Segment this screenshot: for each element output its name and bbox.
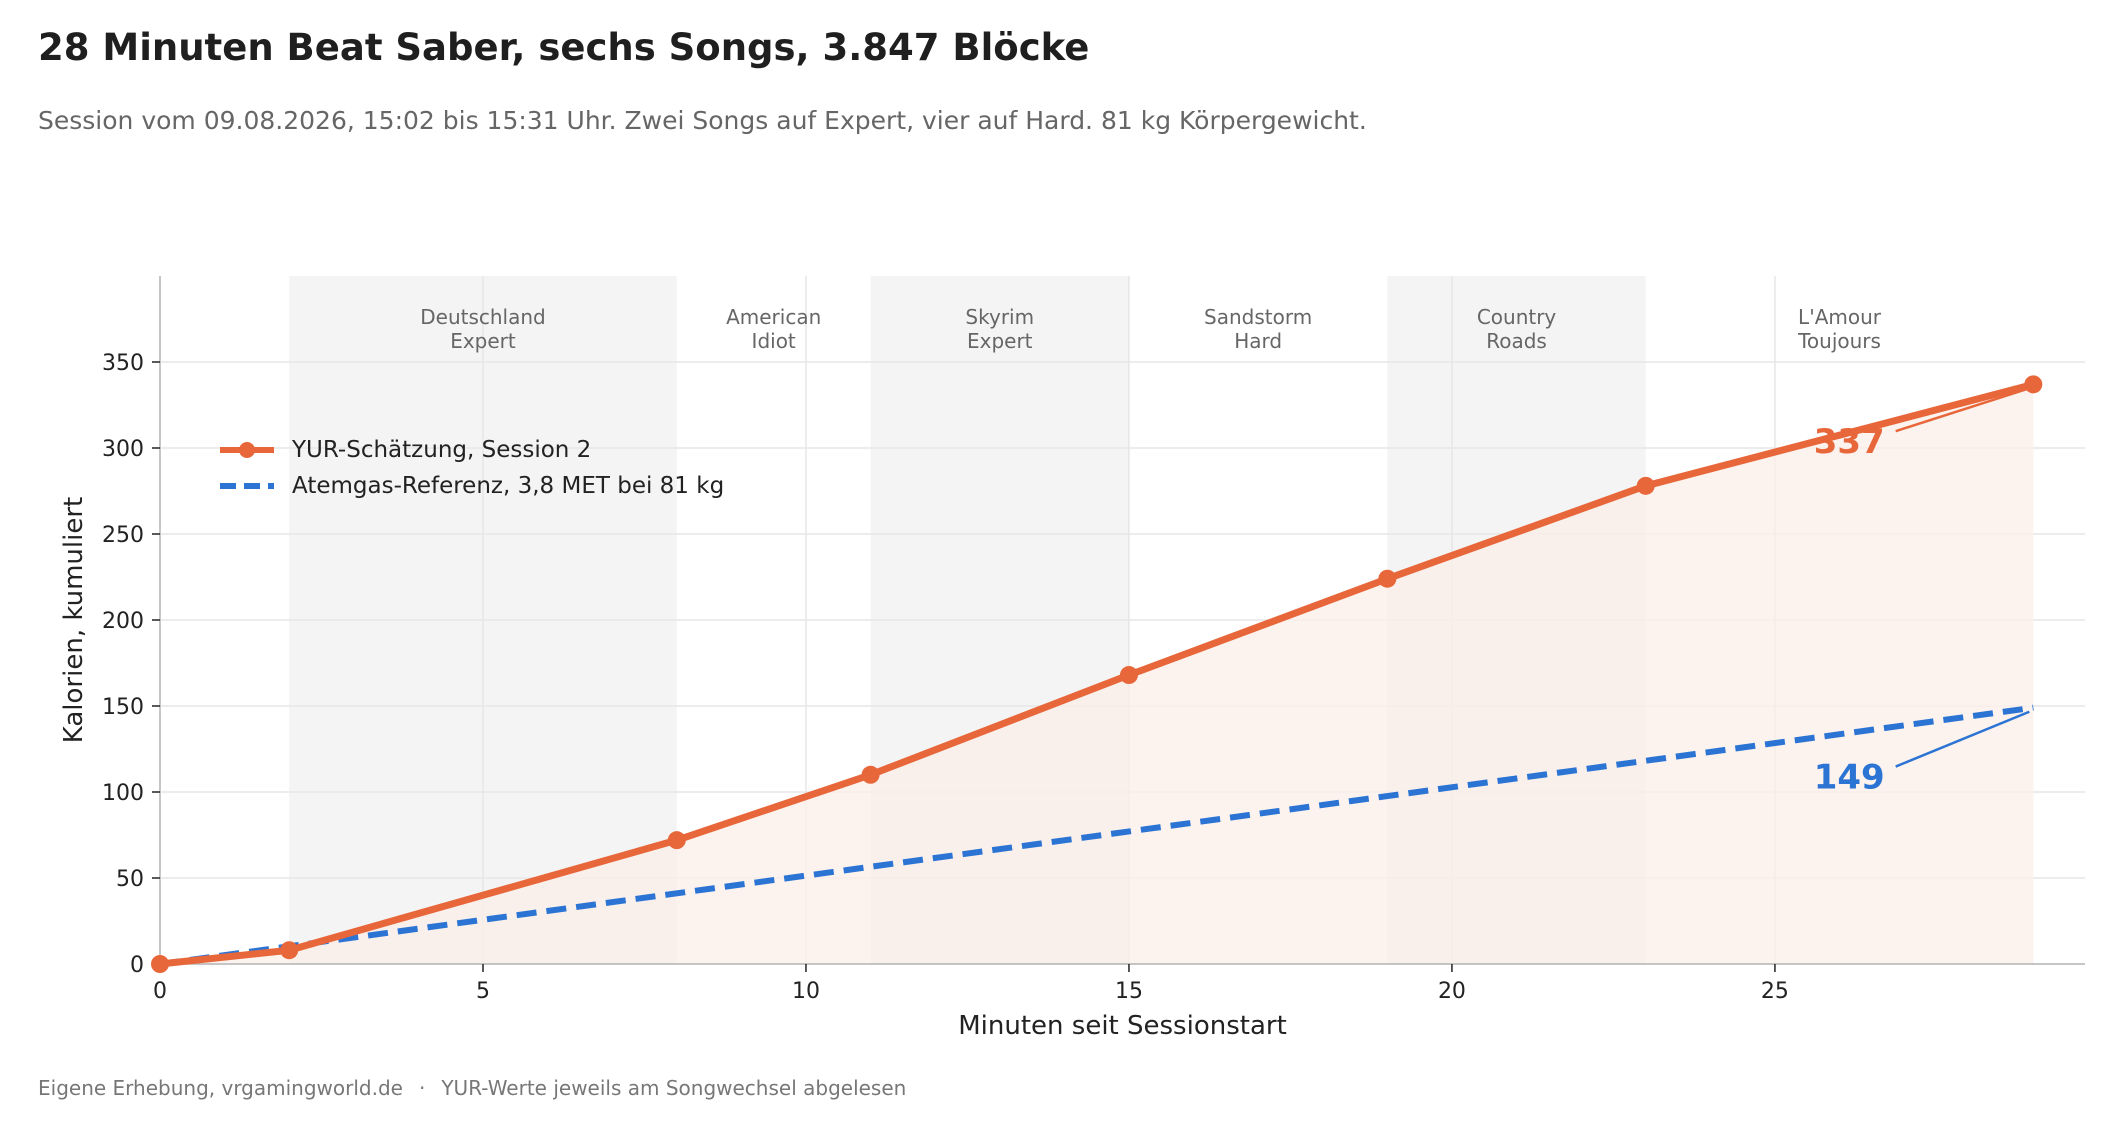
x-axis-label: Minuten seit Sessionstart	[958, 1011, 1287, 1041]
reference-series-line	[159, 704, 2034, 967]
y-tick-label-50: 50	[116, 867, 144, 892]
series-lines	[151, 375, 2043, 973]
footer-note: YUR-Werte jeweils am Songwechsel abgeles…	[441, 1076, 907, 1100]
legend-item-reference: Atemgas-Referenz, 3,8 MET bei 81 kg	[218, 468, 724, 504]
song-label-line2-2: Expert	[967, 329, 1033, 353]
yur-point-0	[151, 955, 169, 973]
song-label-line2-4: Roads	[1486, 329, 1547, 353]
yur-area	[160, 384, 2034, 964]
x-tick-label-0: 0	[153, 979, 167, 1004]
area-fill	[160, 384, 2034, 964]
song-label-line2-3: Hard	[1234, 329, 1282, 353]
song-label-line1-5: L'Amour	[1798, 305, 1882, 329]
x-tick-label-25: 25	[1761, 979, 1789, 1004]
annotation-label-1: 149	[1814, 758, 1885, 798]
legend: YUR-Schätzung, Session 2 Atemgas-Referen…	[218, 432, 724, 504]
y-tick-label-300: 300	[102, 437, 144, 462]
yur-point-7	[2024, 375, 2043, 394]
song-label-line1-2: Skyrim	[965, 305, 1034, 329]
song-label-line2-1: Idiot	[752, 329, 796, 353]
footer-source: Eigene Erhebung, vrgamingworld.de	[38, 1076, 403, 1100]
y-tick-label-250: 250	[102, 523, 144, 548]
y-tick-label-100: 100	[102, 781, 144, 806]
footer: Eigene Erhebung, vrgamingworld.de · YUR-We…	[38, 1076, 906, 1100]
legend-item-yur: YUR-Schätzung, Session 2	[218, 432, 724, 468]
y-tick-label-0: 0	[130, 953, 144, 978]
y-axis-label: Kalorien, kumuliert	[59, 497, 89, 743]
yur-series-line	[159, 380, 2035, 968]
x-tick-label-5: 5	[476, 979, 490, 1004]
chart-subtitle: Session vom 09.08.2026, 15:02 bis 15:31 …	[38, 106, 1367, 135]
y-tick-label-150: 150	[102, 695, 144, 720]
end-annotations: 337 149	[1814, 387, 2030, 798]
song-label-line1-1: American	[726, 305, 821, 329]
song-label-line1-4: Country	[1477, 305, 1557, 329]
yur-point-2	[667, 831, 686, 850]
legend-swatch-yur	[220, 442, 274, 458]
yur-point-4	[1119, 666, 1138, 685]
song-label-line1-3: Sandstorm	[1204, 305, 1312, 329]
yur-point-3	[861, 765, 880, 784]
song-label-line1-0: Deutschland	[420, 305, 546, 329]
yur-point-1	[280, 941, 299, 960]
annotation-leader-1	[1895, 710, 2030, 768]
x-tick-label-15: 15	[1115, 979, 1143, 1004]
yur-point-6	[1636, 476, 1655, 495]
annotation-leader-0	[1895, 387, 2030, 433]
legend-label-reference: Atemgas-Referenz, 3,8 MET bei 81 kg	[292, 473, 725, 499]
legend-swatch-reference	[220, 483, 274, 489]
yur-point-5	[1378, 569, 1397, 588]
y-tick-label-350: 350	[102, 351, 144, 376]
y-tick-label-200: 200	[102, 609, 144, 634]
x-tick-label-10: 10	[792, 979, 820, 1004]
chart-title: 28 Minuten Beat Saber, sechs Songs, 3.84…	[38, 26, 1090, 69]
axes: 0 50 100 150 200 250 300 350 0 5 10 15 20 25 Minuten s…	[59, 276, 2085, 1041]
song-label-line2-5: Toujours	[1797, 329, 1881, 353]
song-labels: DeutschlandExpertAmericanIdiotSkyrimExpe…	[420, 305, 1882, 353]
song-label-line2-0: Expert	[450, 329, 516, 353]
footer-separator: ·	[418, 1076, 426, 1100]
annotation-label-0: 337	[1814, 422, 1885, 462]
legend-label-yur: YUR-Schätzung, Session 2	[292, 437, 592, 463]
x-tick-label-20: 20	[1438, 979, 1466, 1004]
